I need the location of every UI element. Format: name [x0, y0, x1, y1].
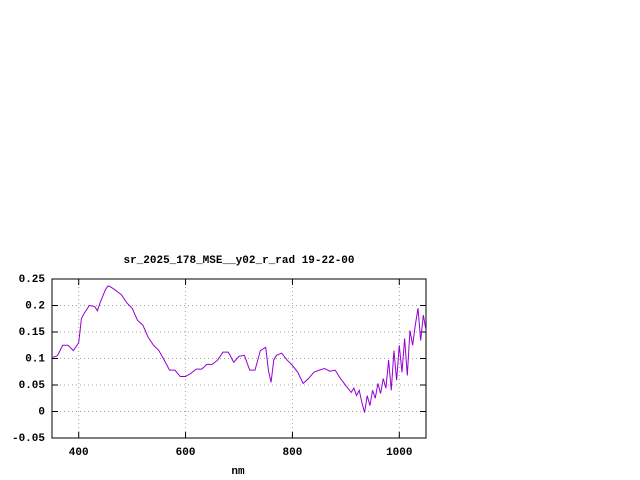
- chart-title: sr_2025_178_MSE__y02_r_rad 19-22-00: [123, 255, 354, 267]
- x-tick-label: 800: [283, 447, 303, 459]
- y-tick-label: 0.05: [19, 380, 46, 392]
- x-tick-label: 1000: [386, 447, 412, 459]
- data-line: [51, 285, 427, 413]
- y-tick-label: -0.05: [12, 433, 45, 445]
- y-tick-label: 0: [38, 406, 45, 418]
- y-tick-label: 0.15: [19, 327, 46, 339]
- x-tick-label: 400: [69, 447, 89, 459]
- y-tick-label: 0.25: [19, 274, 46, 286]
- x-tick-label: 600: [176, 447, 196, 459]
- y-tick-label: 0.2: [25, 300, 45, 312]
- plot-frame: [51, 278, 427, 439]
- y-tick-label: 0.1: [25, 353, 45, 365]
- x-axis-label: nm: [231, 466, 245, 478]
